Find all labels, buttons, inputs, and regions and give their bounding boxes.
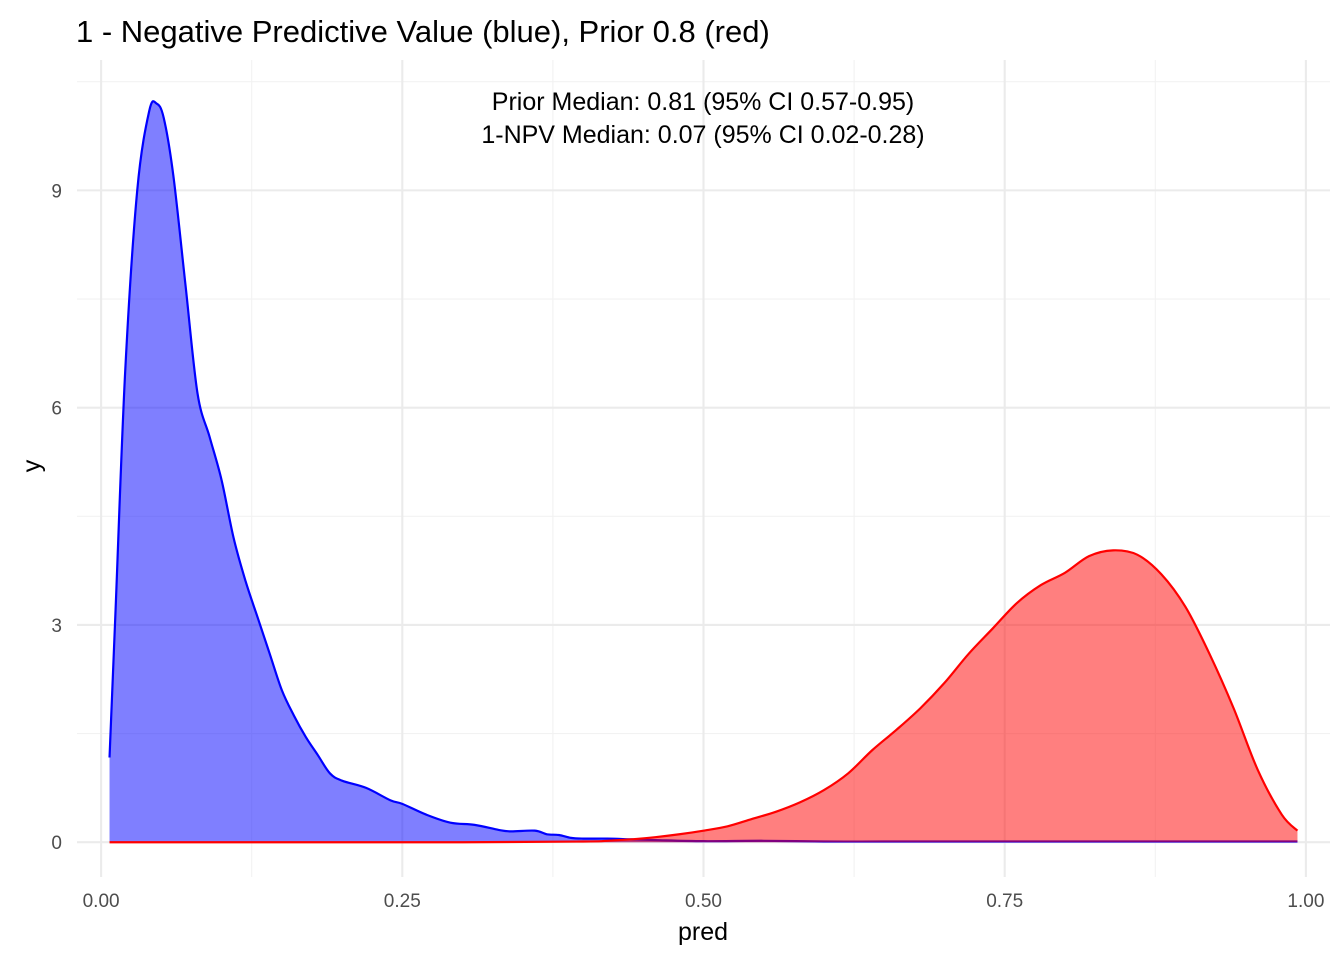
plot-panel: [77, 60, 1330, 877]
density-area-0: [109, 101, 1298, 843]
y-axis-ticks: 0 3 6 9: [51, 181, 62, 854]
y-tick-label: 3: [51, 616, 62, 637]
series-layer: [108, 100, 1299, 844]
y-tick-label: 9: [51, 181, 62, 202]
annotation-npv-median: 1-NPV Median: 0.07 (95% CI 0.02-0.28): [481, 121, 924, 149]
annotation: Prior Median: 0.81 (95% CI 0.57-0.95) 1-…: [481, 88, 924, 149]
chart-title: 1 - Negative Predictive Value (blue), Pr…: [76, 14, 770, 49]
x-axis-ticks: 0.00 0.25 0.50 0.75 1.00: [83, 891, 1325, 912]
x-tick-label: 0.75: [986, 891, 1023, 912]
x-axis-title: pred: [678, 918, 728, 946]
density-curve-1: [109, 549, 1299, 844]
y-tick-label: 0: [51, 833, 62, 854]
x-tick-label: 1.00: [1287, 891, 1324, 912]
x-tick-label: 0.50: [685, 891, 722, 912]
y-tick-label: 6: [51, 399, 62, 420]
x-tick-label: 0.00: [83, 891, 120, 912]
x-tick-label: 0.25: [384, 891, 421, 912]
y-axis-title: y: [18, 459, 46, 472]
annotation-prior-median: Prior Median: 0.81 (95% CI 0.57-0.95): [492, 88, 914, 116]
density-area-1: [109, 550, 1298, 843]
